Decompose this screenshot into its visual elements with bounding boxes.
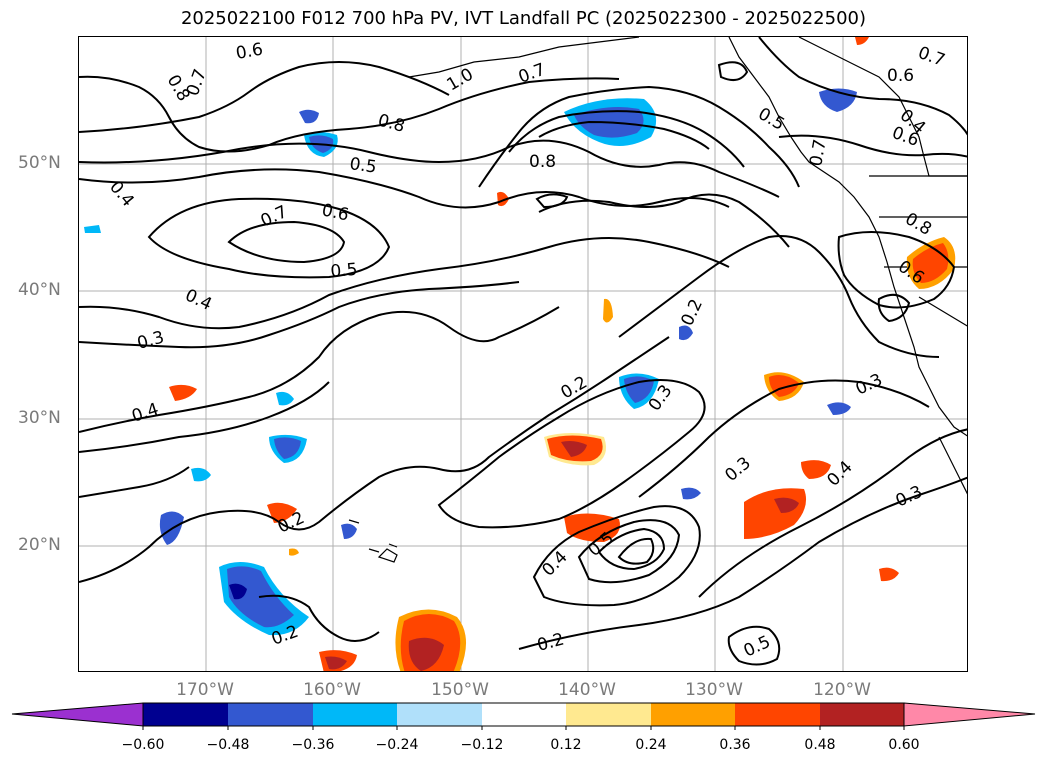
colorbar-bin	[820, 703, 904, 726]
pv-contours	[79, 37, 967, 666]
contour-label: 0.2	[677, 296, 707, 329]
colorbar-bin	[313, 703, 397, 726]
lat-label: 50°N	[18, 153, 61, 173]
contour-label: 0.8	[902, 209, 935, 240]
contour-label: 0.7	[183, 66, 211, 98]
colorbar	[11, 702, 1036, 730]
pos-region-f	[801, 460, 831, 479]
contour-label: 0.5	[741, 632, 774, 662]
contour-label: 0.4	[538, 547, 571, 580]
contour-label: 0.7	[516, 60, 548, 88]
colorbar-bin	[735, 703, 820, 726]
contour-label: 0.3	[893, 482, 926, 512]
map-title: 2025022100 F012 700 hPa PV, IVT Landfall…	[180, 8, 867, 29]
colorbar-tick-label: 0.12	[550, 737, 582, 753]
graticule	[79, 37, 967, 671]
neg-region-small-a	[191, 467, 211, 482]
contour-label: 0.5	[348, 154, 378, 178]
pos-region-d	[744, 488, 807, 539]
contour-label: 0.7	[258, 202, 291, 232]
pos-region-small-c	[879, 567, 899, 582]
colorbar-bin	[143, 703, 228, 726]
contour-label: 0.4	[129, 399, 161, 426]
colorbar-tick-label: 0.60	[888, 737, 920, 753]
contour-label: 0.6	[234, 40, 264, 64]
contour-label: 0.6	[320, 200, 351, 225]
lon-label: 150°W	[431, 680, 489, 700]
colorbar-bin	[397, 703, 482, 726]
contour-label: 0.5	[755, 104, 788, 135]
colorbar-extend-low	[11, 702, 144, 727]
colorbar-tick-label: 0.36	[719, 737, 751, 753]
neg-region-small-c	[341, 523, 357, 539]
colorbar-tick-label: 0.48	[804, 737, 836, 753]
colorbar-tick-label: −0.36	[291, 737, 335, 753]
contour-label: 0.2	[535, 630, 566, 656]
colorbar-bin	[228, 703, 313, 726]
lat-label: 20°N	[18, 535, 61, 555]
pos-region-d-core	[774, 497, 799, 513]
lon-label: 140°W	[558, 680, 616, 700]
lon-label: 120°W	[813, 680, 871, 700]
contour-label: 0.2	[558, 372, 591, 403]
contour-label: 0.6	[887, 66, 914, 86]
colorbar-bin	[651, 703, 735, 726]
colorbar-tick-label: −0.60	[121, 737, 165, 753]
lon-label: 130°W	[685, 680, 743, 700]
neg-region-small-d	[827, 402, 851, 415]
colorbar-tick-label: −0.24	[375, 737, 419, 753]
map-canvas: 0.6 0.8 0.7 1.0 0.7 0.6 0.7 0.8 0.5 0.5 …	[79, 37, 967, 671]
coastlines	[348, 37, 967, 563]
contour-label: 0.4	[823, 457, 856, 490]
contour-label: 0.3	[853, 370, 886, 400]
colorbar-extend-high	[903, 702, 1036, 727]
contour-label: 0.3	[721, 453, 755, 486]
pos-region-e-core	[769, 375, 799, 397]
neg-region-alaska-small	[299, 109, 319, 124]
neg-region-sw-dark	[229, 583, 247, 600]
colorbar-tick-label: 0.24	[635, 737, 667, 753]
lat-label: 30°N	[18, 408, 61, 428]
contour-label: 0.5	[330, 260, 359, 282]
contour-label: 0.7	[806, 138, 830, 168]
lon-label: 160°W	[303, 680, 361, 700]
colorbar-bin	[566, 703, 651, 726]
neg-region-small-b	[276, 391, 294, 406]
lon-label: 170°W	[176, 680, 234, 700]
pos-region-g	[169, 384, 197, 401]
neg-region-small-e	[679, 325, 693, 341]
contour-label: 0.3	[135, 328, 166, 354]
neg-region-small-f	[681, 487, 701, 500]
colorbar-tick-label: −0.12	[460, 737, 504, 753]
contour-label: 0.8	[376, 111, 407, 137]
pos-region-small-b	[603, 298, 613, 323]
contour-label: 0.4	[182, 285, 215, 315]
pos-region-small-d	[289, 548, 299, 556]
contour-label: 0.7	[915, 43, 947, 71]
contour-label: 0.8	[529, 152, 556, 172]
pos-region-small-e	[855, 37, 869, 45]
lat-label: 40°N	[18, 280, 61, 300]
pos-region-south-core	[408, 637, 444, 671]
colorbar-tick-label: −0.48	[206, 737, 250, 753]
neg-region-mid-west-core	[274, 437, 301, 459]
map-panel: 0.6 0.8 0.7 1.0 0.7 0.6 0.7 0.8 0.5 0.5 …	[78, 36, 968, 672]
colorbar-bin	[482, 703, 566, 726]
pos-region-south-west-core	[325, 656, 347, 670]
neg-region-west	[84, 225, 101, 233]
pos-region-subtrop-a-core	[561, 441, 587, 457]
